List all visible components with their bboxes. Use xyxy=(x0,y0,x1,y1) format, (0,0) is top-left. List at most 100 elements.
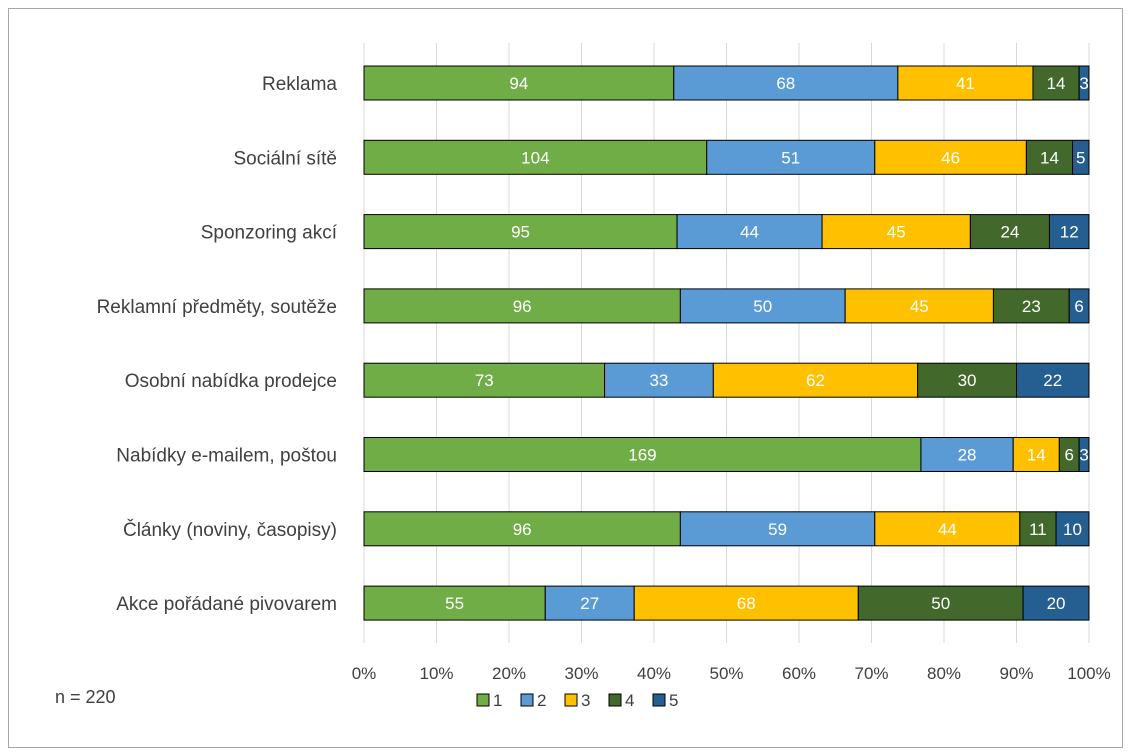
data-label: 3 xyxy=(1079,446,1088,465)
legend-swatch xyxy=(608,693,622,707)
x-tick-label: 100% xyxy=(1067,664,1110,683)
bar-row: 104 51 46 14 5 xyxy=(363,139,1090,175)
x-tick-label: 60% xyxy=(782,664,816,683)
legend-item: 5 xyxy=(652,691,678,710)
x-axis-ticks: 0% 10% 20% 30% 40% 50% 60% 70% 80% 90% 100% xyxy=(352,664,1111,683)
bar-row: 73 33 62 30 22 xyxy=(363,362,1090,398)
bar-segment xyxy=(821,214,971,250)
bar-segment xyxy=(857,585,1024,621)
bar-row: 96 50 45 23 6 xyxy=(363,288,1090,324)
data-label: 50 xyxy=(931,594,950,613)
data-label: 3 xyxy=(1079,74,1088,93)
legend-item: 2 xyxy=(520,691,546,710)
bar-segment xyxy=(544,585,635,621)
x-tick-label: 40% xyxy=(637,664,671,683)
legend-label: 5 xyxy=(669,691,678,710)
bar-segment xyxy=(363,139,708,175)
category-label: Akce pořádané pivovarem xyxy=(116,594,337,615)
bar-segment xyxy=(676,214,823,250)
bar-segment xyxy=(673,65,899,101)
legend-item: 3 xyxy=(564,691,590,710)
sample-size-note: n = 220 xyxy=(55,687,116,707)
legend: 1 2 3 4 5 xyxy=(476,691,678,710)
bar-segment xyxy=(363,511,681,547)
data-label: 10 xyxy=(1063,520,1082,539)
category-label: Sociální sítě xyxy=(234,148,338,169)
data-label: 59 xyxy=(768,520,787,539)
data-label: 5 xyxy=(1076,148,1085,167)
data-label: 95 xyxy=(511,223,530,242)
bar-segment xyxy=(917,362,1017,398)
bar-segment xyxy=(992,288,1070,324)
data-label: 96 xyxy=(513,520,532,539)
bar-segment xyxy=(679,511,876,547)
bar-segment xyxy=(706,139,876,175)
category-label: Osobní nabídka prodejce xyxy=(125,371,337,392)
bar-segment xyxy=(363,585,546,621)
data-label: 44 xyxy=(938,520,957,539)
bar-segment xyxy=(363,214,678,250)
data-label: 27 xyxy=(580,594,599,613)
legend-swatch xyxy=(652,693,666,707)
bar-segment xyxy=(1025,139,1074,175)
x-tick-label: 50% xyxy=(709,664,743,683)
chart-frame: 94 68 41 14 3 104 51 46 14 5 95 44 45 24 12 96 50 45 23 6 73… xyxy=(8,8,1123,748)
bar-row: 95 44 45 24 12 xyxy=(363,214,1090,250)
data-label: 33 xyxy=(649,371,668,390)
data-label: 30 xyxy=(958,371,977,390)
x-tick-label: 90% xyxy=(999,664,1033,683)
data-label: 12 xyxy=(1060,223,1079,242)
data-label: 96 xyxy=(513,297,532,316)
legend-swatch xyxy=(564,693,578,707)
data-label: 55 xyxy=(445,594,464,613)
data-label: 62 xyxy=(806,371,825,390)
bar-segment xyxy=(1072,139,1090,175)
data-label: 68 xyxy=(776,74,795,93)
bar-segment xyxy=(1048,214,1090,250)
bar-row: 94 68 41 14 3 xyxy=(363,65,1090,101)
data-label: 169 xyxy=(628,446,656,465)
bar-segment xyxy=(1055,511,1090,547)
bar-segment xyxy=(1068,288,1090,324)
data-label: 23 xyxy=(1022,297,1041,316)
bar-row: 169 28 14 6 3 xyxy=(363,437,1090,472)
data-label: 41 xyxy=(956,74,975,93)
legend-label: 4 xyxy=(625,691,634,710)
bar-segment xyxy=(1022,585,1090,621)
data-label: 24 xyxy=(1000,223,1019,242)
legend-swatch xyxy=(520,693,534,707)
category-label: Sponzoring akcí xyxy=(201,223,338,244)
data-label: 14 xyxy=(1040,148,1059,167)
data-label: 45 xyxy=(910,297,929,316)
x-tick-label: 70% xyxy=(854,664,888,683)
bar-segment xyxy=(604,362,714,398)
bar-segment xyxy=(363,65,675,101)
legend-label: 1 xyxy=(493,691,502,710)
x-tick-label: 30% xyxy=(564,664,598,683)
bar-row: 55 27 68 50 20 xyxy=(363,585,1090,621)
bar-segment xyxy=(897,65,1034,101)
legend-swatch xyxy=(476,693,490,707)
legend-label: 3 xyxy=(581,691,590,710)
bar-segment xyxy=(679,288,846,324)
data-label: 73 xyxy=(475,371,494,390)
bar-segment xyxy=(1012,437,1060,472)
bar-segment xyxy=(1016,362,1090,398)
x-tick-label: 0% xyxy=(352,664,377,683)
legend-item: 4 xyxy=(608,691,634,710)
data-label: 14 xyxy=(1047,74,1066,93)
x-tick-label: 80% xyxy=(927,664,961,683)
data-label: 51 xyxy=(781,148,800,167)
category-label: Nabídky e-mailem, poštou xyxy=(116,446,337,467)
data-label: 6 xyxy=(1064,446,1073,465)
data-label: 6 xyxy=(1074,297,1083,316)
category-label: Články (noviny, časopisy) xyxy=(123,519,337,541)
bar-segment xyxy=(363,288,681,324)
data-label: 104 xyxy=(521,148,549,167)
bar-segment xyxy=(712,362,919,398)
legend-item: 1 xyxy=(476,691,502,710)
data-label: 28 xyxy=(958,446,977,465)
category-label: Reklamní předměty, soutěže xyxy=(97,297,337,318)
